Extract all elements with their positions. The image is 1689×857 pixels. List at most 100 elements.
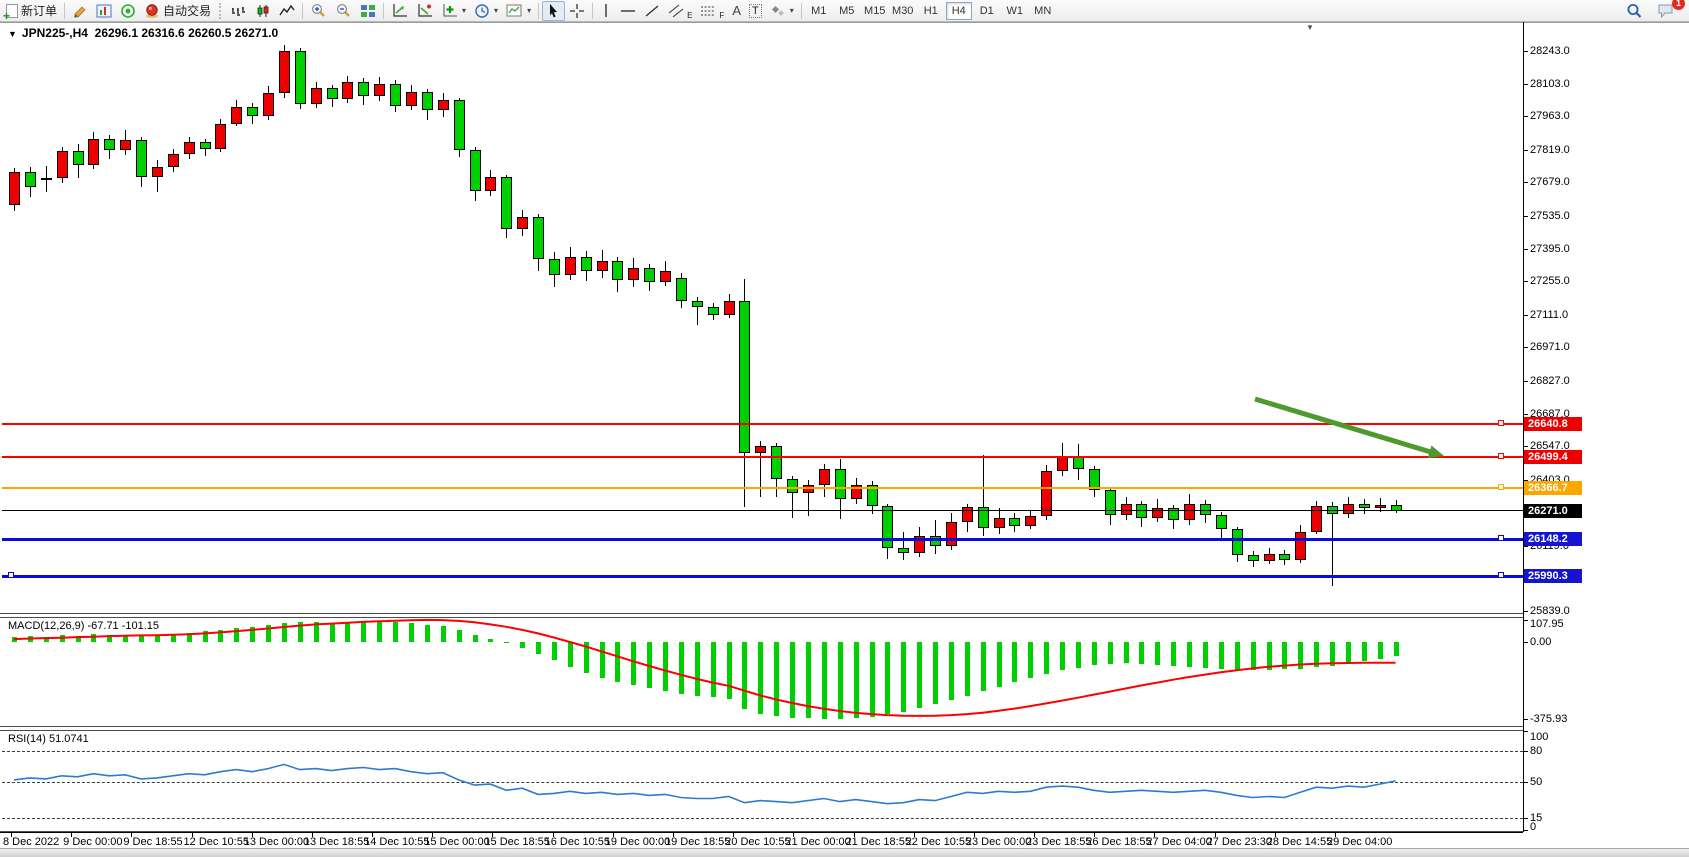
timeframe-button-h1[interactable]: H1 [918, 2, 944, 20]
crosshair-button[interactable] [565, 1, 589, 21]
line-chart-button[interactable] [275, 1, 299, 21]
price-tick [1523, 149, 1528, 151]
macd-histogram-bar [869, 642, 875, 717]
timeframe-button-m15[interactable]: M15 [862, 2, 888, 20]
line-handle-marker[interactable] [1498, 535, 1504, 542]
text-label-button[interactable]: T [745, 1, 766, 21]
candle [1215, 515, 1227, 530]
timeframe-button-h4[interactable]: H4 [945, 1, 972, 20]
timeframe-button-m1[interactable]: M1 [806, 2, 832, 20]
panel-separator[interactable] [0, 726, 1523, 727]
macd-histogram-bar [186, 632, 192, 642]
candle [1104, 489, 1116, 516]
candle [993, 517, 1005, 529]
text-button[interactable]: A [728, 1, 745, 21]
notifications-button[interactable]: 1 [1653, 0, 1685, 21]
chart-window[interactable]: ▼ JPN225-,H4 26296.1 26316.6 26260.5 2627… [0, 22, 1689, 857]
price-tick [1523, 546, 1528, 548]
macd-histogram-bar [1377, 642, 1383, 660]
cursor-button[interactable] [542, 0, 566, 21]
new-order-button[interactable]: + 新订单 [2, 1, 61, 22]
price-tick [1523, 479, 1528, 481]
zoom-in-button[interactable] [306, 1, 331, 21]
chart-window-button[interactable] [92, 1, 116, 21]
horizontal-line[interactable] [2, 537, 1523, 541]
line-handle-marker[interactable] [1498, 484, 1504, 491]
line-handle-marker[interactable] [1498, 453, 1504, 460]
periods-clock-button[interactable]: ▾ [470, 1, 502, 21]
candle [1168, 508, 1180, 520]
auto-trading-button[interactable]: 自动交易 [140, 1, 215, 21]
macd-scale-tick [1523, 642, 1528, 643]
equidistant-channel-button[interactable]: E [664, 1, 696, 21]
macd-histogram-bar [837, 642, 843, 719]
macd-histogram-bar [202, 631, 208, 642]
timeframe-button-d1[interactable]: D1 [974, 2, 1000, 20]
signal-button[interactable] [116, 1, 140, 21]
price-tick [1523, 83, 1528, 85]
fibonacci-button[interactable]: F [696, 1, 728, 21]
bottom-scrollbar[interactable] [0, 848, 1689, 857]
macd-scale-tick [1523, 619, 1528, 621]
macd-plot-area[interactable] [0, 618, 1523, 726]
panel-separator[interactable] [0, 613, 1523, 614]
indicator-window-button[interactable] [387, 1, 412, 21]
trendline-button[interactable] [640, 1, 664, 21]
templates-button[interactable]: ▾ [502, 1, 535, 21]
crayon-button[interactable] [68, 1, 92, 21]
timeframe-button-w1[interactable]: W1 [1002, 2, 1028, 20]
time-axis[interactable] [0, 832, 1689, 848]
price-plot-area[interactable] [0, 23, 1523, 613]
candle [310, 88, 322, 105]
add-indicator-button[interactable]: ▾ [437, 1, 470, 21]
timeframe-button-m5[interactable]: M5 [834, 2, 860, 20]
macd-histogram-bar [1266, 642, 1272, 670]
indicator-subwindow-button[interactable] [412, 1, 437, 21]
timeframe-button-mn[interactable]: MN [1030, 2, 1056, 20]
horizontal-line-button[interactable] [616, 1, 640, 21]
horizontal-line[interactable] [2, 456, 1523, 459]
rsi-scale-tick [1523, 818, 1528, 820]
time-label: 29 Dec 04:00 [1326, 836, 1393, 848]
macd-histogram-bar [1139, 642, 1145, 664]
horizontal-line[interactable] [2, 574, 1523, 578]
macd-histogram-bar [790, 642, 796, 718]
horizontal-line[interactable] [2, 423, 1523, 426]
candle-wick [792, 475, 794, 518]
time-label: 16 Dec 10:55 [544, 836, 611, 848]
line-handle-marker[interactable] [1498, 572, 1504, 579]
timeframe-button-m30[interactable]: M30 [890, 2, 916, 20]
chart-shift-marker-icon[interactable]: ▼ [1306, 23, 1314, 32]
fibonacci-sub-label: F [719, 10, 725, 20]
zoom-out-button[interactable] [331, 1, 356, 21]
rsi-plot-area[interactable] [0, 730, 1523, 830]
candle [866, 484, 878, 506]
line-handle-marker[interactable] [8, 572, 14, 579]
candle [1358, 503, 1370, 509]
line-handle-marker[interactable] [1498, 420, 1504, 427]
macd-histogram-bar [424, 624, 430, 642]
text-label-icon: T [748, 3, 762, 18]
panel-separator [0, 730, 1523, 731]
search-button[interactable] [1622, 1, 1647, 21]
time-label: 12 Dec 10:55 [183, 836, 249, 848]
cursor-icon [550, 3, 558, 17]
text-icon: A [732, 3, 741, 18]
horizontal-line[interactable] [2, 510, 1523, 512]
timeframe-switcher: M1 M5 M15 M30 H1 H4 D1 W1 MN [805, 1, 1057, 20]
macd-histogram-bar [964, 642, 970, 696]
tile-windows-button[interactable] [356, 1, 380, 21]
price-tick-label: 27395.0 [1530, 242, 1570, 255]
horizontal-line[interactable] [2, 487, 1523, 490]
vertical-line-button[interactable] [596, 1, 616, 21]
separator [800, 2, 802, 19]
arrows-shapes-button[interactable]: ▾ [766, 1, 798, 21]
candle [469, 149, 481, 192]
time-label: 15 Dec 00:00 [424, 836, 490, 848]
bar-chart-button[interactable] [227, 1, 251, 21]
rsi-scale-tick [1523, 751, 1528, 752]
candle [1390, 504, 1402, 511]
candle [1009, 517, 1021, 526]
candlestick-chart-button[interactable] [251, 1, 275, 21]
collapse-icon[interactable]: ▼ [8, 29, 17, 39]
